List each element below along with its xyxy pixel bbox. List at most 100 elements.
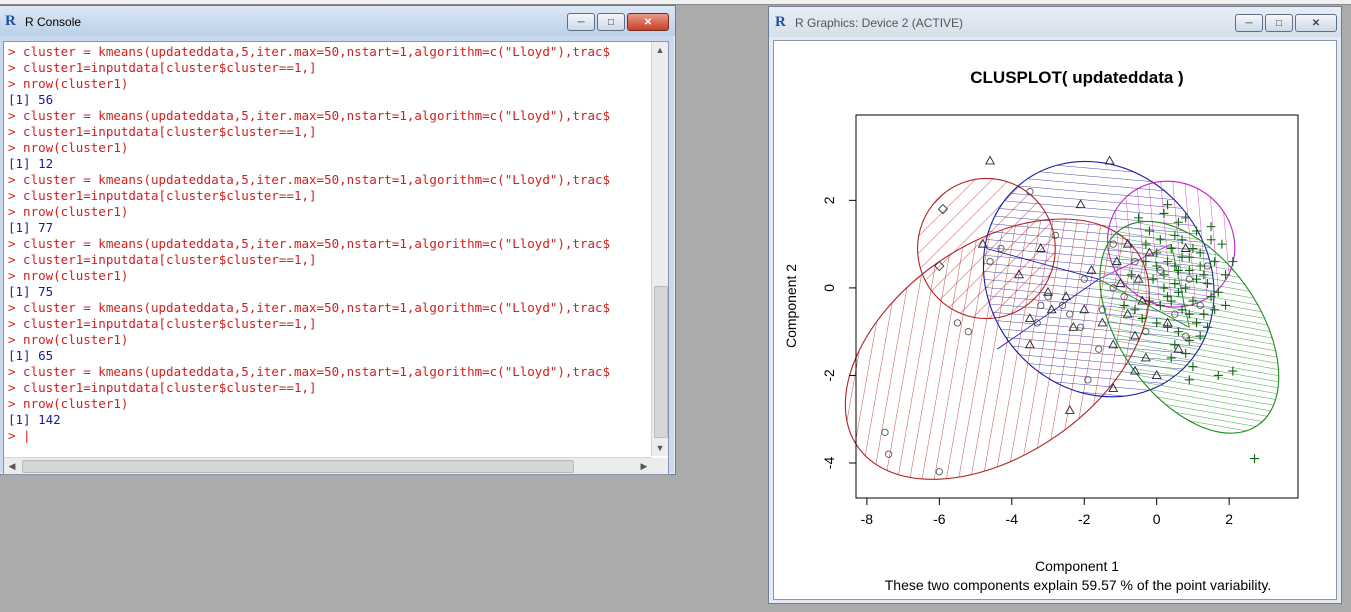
console-output-line: [1] 65: [8, 348, 54, 363]
plot-frame: [855, 114, 1299, 499]
cluster-connector-line: [1170, 244, 1190, 328]
point-triangle: [1122, 238, 1133, 248]
point-plus: [1152, 261, 1162, 271]
point-circle: [1098, 306, 1107, 314]
console-output-line: [1] 75: [8, 284, 54, 299]
r-logo-icon: R: [5, 13, 16, 29]
y-tick-label: 2: [821, 196, 837, 204]
horizontal-scrollbar[interactable]: ◀ ▶: [4, 457, 652, 474]
point-triangle: [1140, 352, 1151, 362]
r-console-window[interactable]: R R Console ─ □ ✕ > cluster = kmeans(upd…: [0, 5, 676, 475]
x-tick-label: -6: [933, 511, 946, 527]
point-circle: [1084, 376, 1092, 384]
point-plus: [1170, 279, 1180, 289]
point-triangle: [1180, 243, 1191, 252]
console-command-line: > cluster1=inputdata[cluster$cluster==1,…: [8, 124, 317, 139]
point-plus: [1250, 454, 1260, 464]
point-plus: [1163, 257, 1173, 267]
y-axis-label: Component 2: [783, 264, 799, 348]
console-titlebar[interactable]: R R Console ─ □ ✕: [0, 6, 675, 36]
console-command-line: > cluster = kmeans(updateddata,5,iter.ma…: [8, 300, 611, 315]
scroll-left-arrow-icon[interactable]: ◀: [8, 460, 16, 471]
vertical-scrollbar[interactable]: ▲ ▼: [651, 42, 668, 456]
point-triangle: [1035, 243, 1046, 252]
point-circle: [1080, 275, 1088, 283]
clusplot-chart: CLUSPLOT( updateddata ) -8 -6 -4 -2 0 2 -4 -2 0 2…: [783, 68, 1299, 593]
scroll-up-arrow-icon[interactable]: ▲: [655, 45, 665, 55]
close-button[interactable]: ✕: [627, 13, 669, 31]
console-text[interactable]: > cluster = kmeans(updateddata,5,iter.ma…: [8, 44, 652, 454]
close-button[interactable]: ✕: [1295, 14, 1337, 32]
console-command-line: > cluster1=inputdata[cluster$cluster==1,…: [8, 188, 317, 203]
point-circle: [1076, 323, 1085, 331]
point-plus: [1173, 217, 1183, 227]
point-plus: [1173, 287, 1183, 297]
cluster-connector-line: [1098, 243, 1172, 280]
point-plus: [1184, 265, 1194, 275]
point-plus: [1213, 287, 1223, 297]
point-plus: [1159, 208, 1169, 218]
point-triangle: [977, 238, 988, 248]
point-plus: [1148, 274, 1158, 284]
point-plus: [1195, 248, 1205, 258]
point-plus: [1217, 239, 1227, 249]
point-circle: [1109, 284, 1117, 292]
point-plus: [1221, 270, 1231, 280]
point-plus: [1188, 362, 1198, 372]
point-plus: [1173, 265, 1183, 275]
point-plus: [1134, 213, 1144, 223]
point-circle: [1033, 319, 1041, 327]
point-circle: [1120, 293, 1128, 301]
point-plus: [1130, 305, 1140, 315]
console-output-area[interactable]: > cluster = kmeans(updateddata,5,iter.ma…: [3, 41, 669, 475]
console-command-line: > cluster1=inputdata[cluster$cluster==1,…: [8, 252, 317, 267]
r-logo-icon: R: [775, 14, 786, 30]
point-plus: [1228, 257, 1238, 267]
vertical-scroll-thumb[interactable]: [654, 286, 668, 438]
point-plus: [1152, 318, 1162, 328]
console-output-line: [1] 142: [8, 412, 61, 427]
console-command-line: > cluster = kmeans(updateddata,5,iter.ma…: [8, 236, 611, 251]
point-plus: [1184, 309, 1194, 319]
point-triangle: [1079, 304, 1090, 314]
point-triangle: [1043, 286, 1053, 296]
point-circle: [935, 468, 943, 476]
point-circle: [1066, 310, 1074, 318]
point-triangle: [1097, 317, 1108, 327]
point-plus: [1177, 252, 1187, 262]
point-plus: [1170, 230, 1180, 240]
point-plus: [1166, 296, 1176, 306]
point-triangle: [1064, 405, 1075, 414]
x-tick-label: -8: [861, 511, 874, 527]
point-plus: [1177, 305, 1187, 315]
graphics-titlebar[interactable]: R R Graphics: Device 2 (ACTIVE) ─ □ ✕: [769, 7, 1341, 37]
horizontal-scroll-thumb[interactable]: [22, 460, 574, 473]
point-circle: [1058, 301, 1067, 310]
point-triangle: [1129, 365, 1140, 375]
point-triangle: [1061, 291, 1072, 301]
point-plus: [1181, 283, 1191, 293]
cluster-ellipses: [844, 160, 1280, 480]
point-plus: [1141, 257, 1151, 267]
point-triangle: [1086, 264, 1097, 274]
point-plus: [1184, 335, 1194, 345]
r-graphics-window[interactable]: R R Graphics: Device 2 (ACTIVE) ─ □ ✕ CL…: [768, 6, 1342, 604]
maximize-button[interactable]: □: [1265, 14, 1293, 32]
maximize-button[interactable]: □: [597, 13, 625, 31]
scroll-down-arrow-icon[interactable]: ▼: [655, 443, 665, 453]
cluster-ellipse: [1099, 220, 1280, 434]
console-command-line: > nrow(cluster1): [8, 76, 129, 91]
point-plus: [1199, 309, 1209, 319]
point-plus: [1155, 235, 1165, 245]
y-tick-label: -2: [821, 369, 837, 382]
point-circle: [881, 428, 889, 436]
minimize-button[interactable]: ─: [567, 13, 595, 31]
point-circle: [1142, 328, 1150, 336]
console-command-line: > cluster1=inputdata[cluster$cluster==1,…: [8, 380, 317, 395]
minimize-button[interactable]: ─: [1235, 14, 1263, 32]
cluster-connector-line: [986, 248, 1099, 280]
scroll-right-arrow-icon[interactable]: ▶: [640, 460, 648, 471]
point-plus: [1213, 370, 1223, 380]
point-triangle: [1173, 343, 1184, 353]
point-circle: [884, 450, 893, 458]
